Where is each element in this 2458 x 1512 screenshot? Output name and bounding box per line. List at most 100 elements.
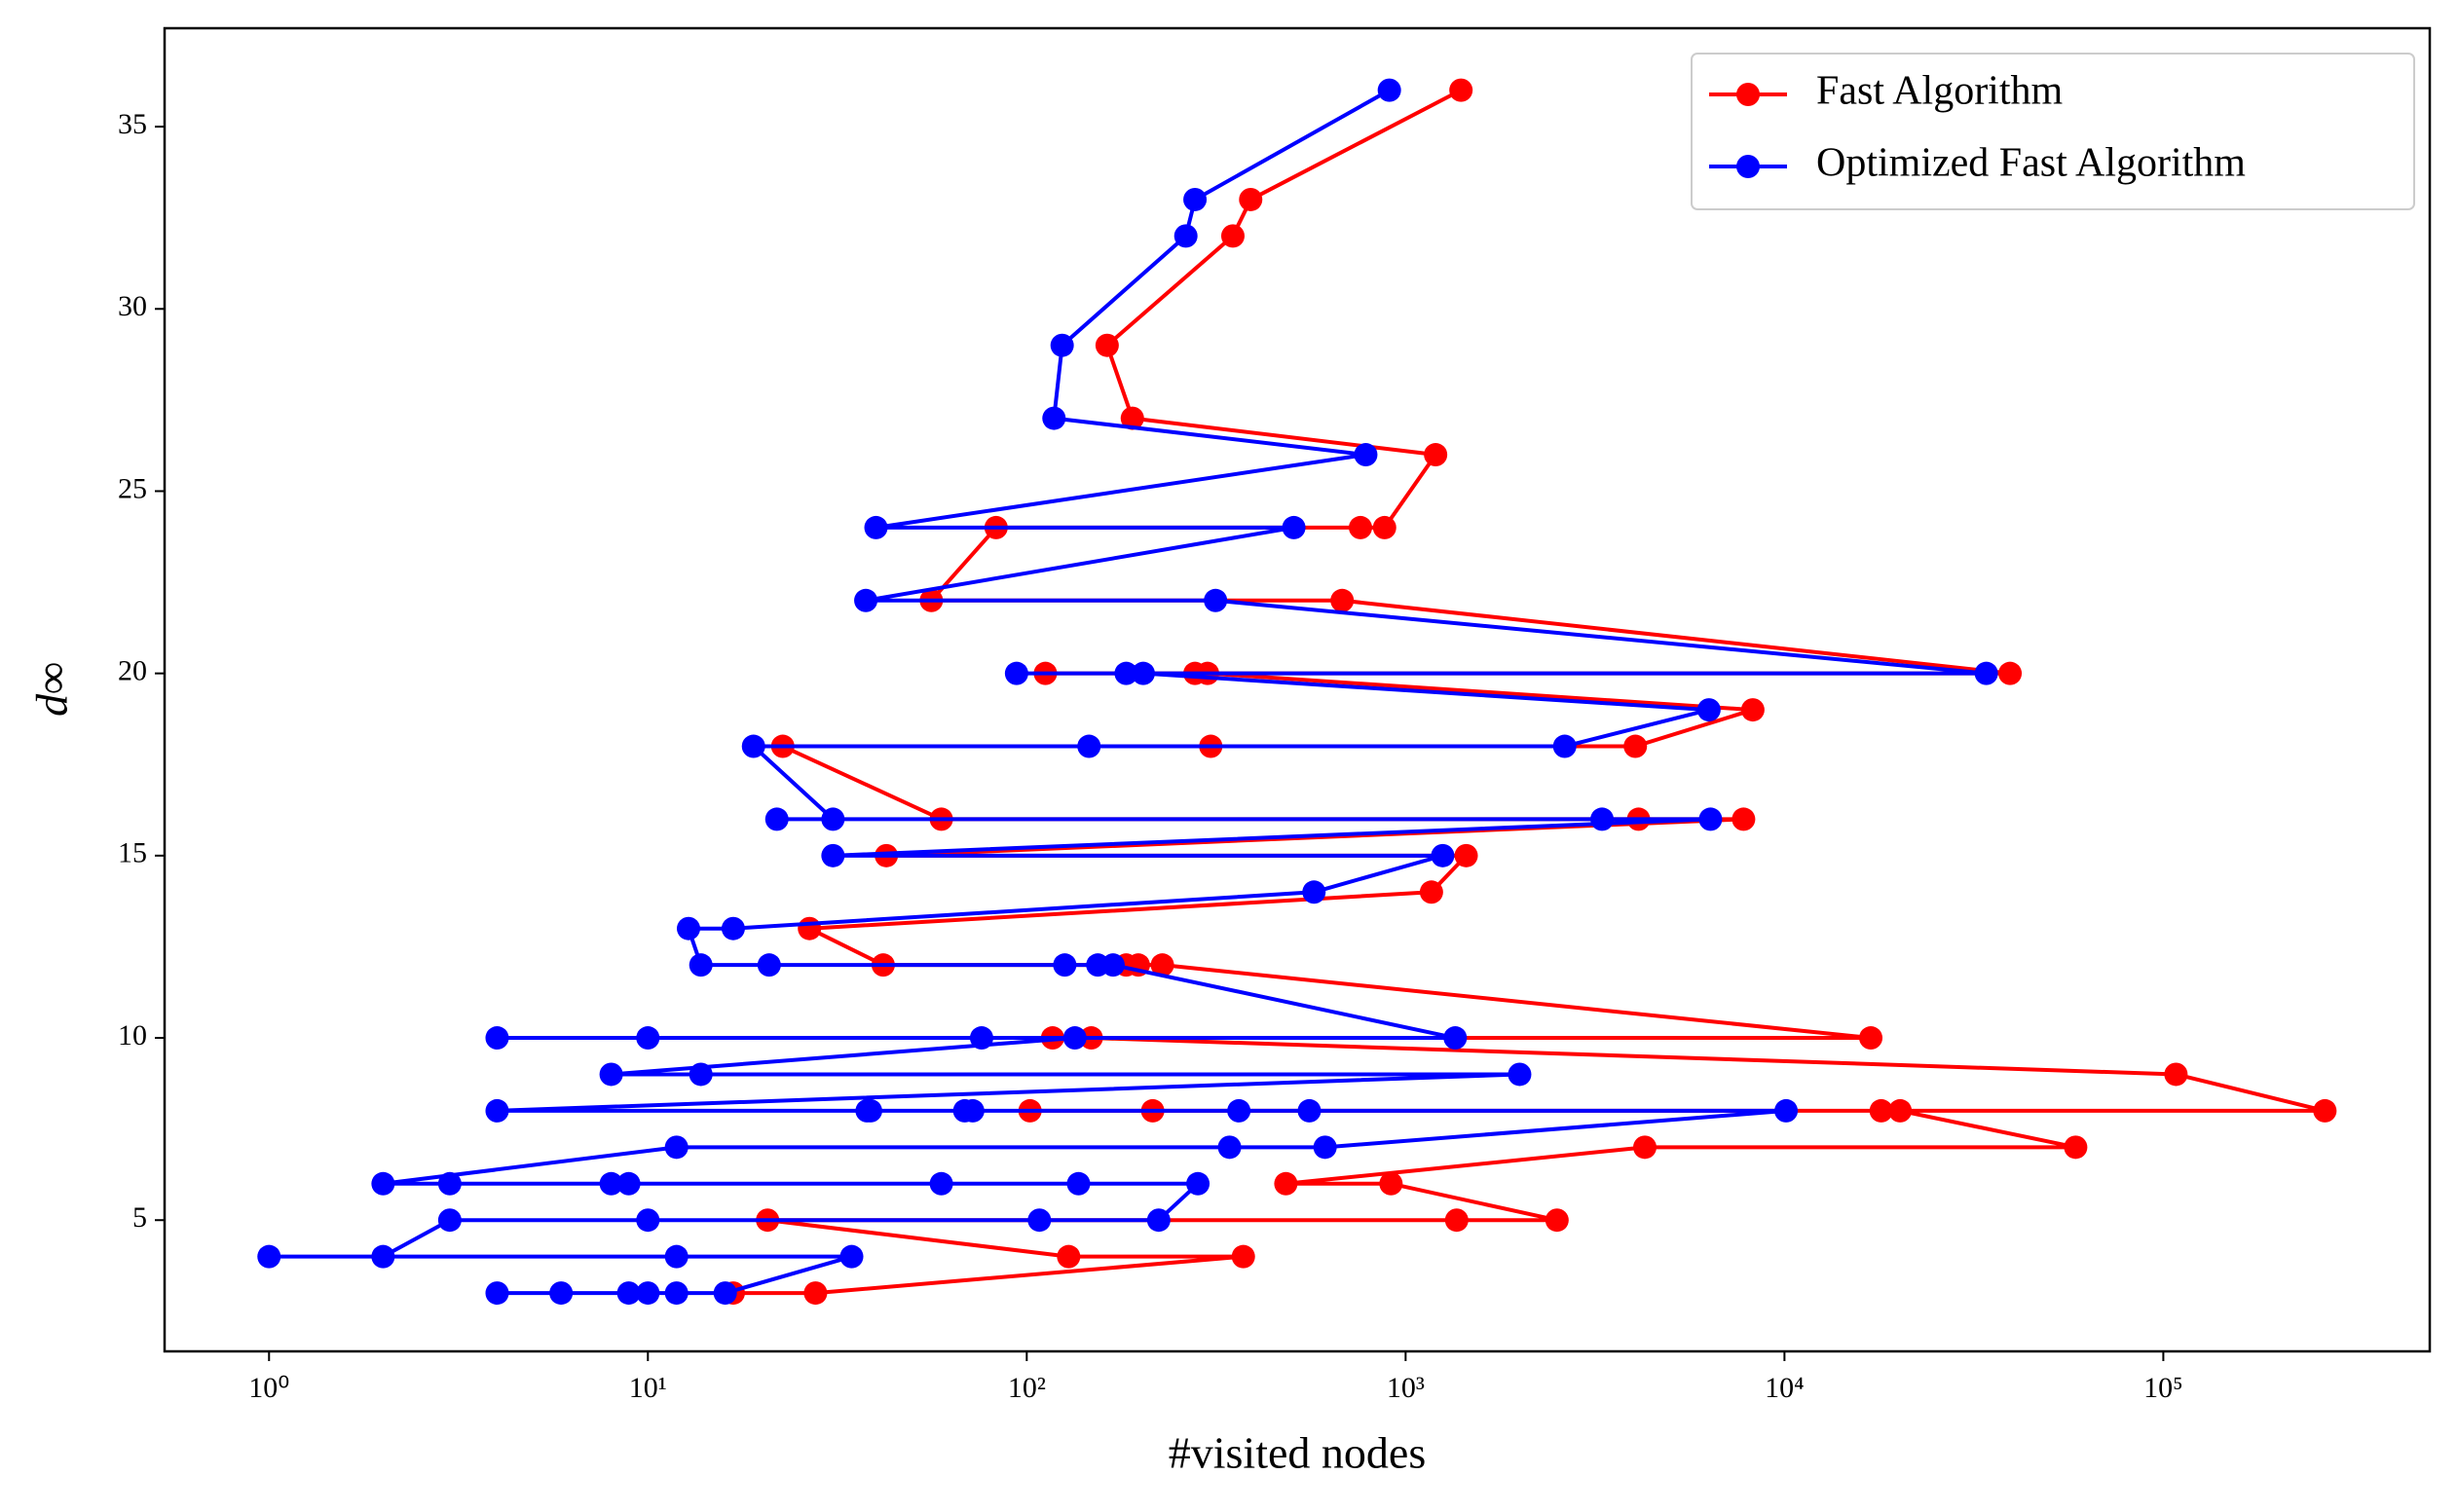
marker [485, 1026, 509, 1051]
marker [1732, 807, 1756, 831]
marker [485, 1098, 509, 1123]
legend-marker [1736, 83, 1760, 106]
marker [636, 1026, 660, 1051]
marker [757, 953, 781, 977]
marker [1146, 1208, 1171, 1233]
marker [1424, 443, 1448, 467]
marker [1431, 843, 1455, 867]
marker [664, 1244, 689, 1269]
marker [689, 1062, 713, 1087]
y-tick-label: 5 [132, 1201, 147, 1234]
marker [1231, 1244, 1255, 1269]
marker [599, 1171, 623, 1196]
marker [1042, 406, 1066, 430]
marker [1869, 1098, 1893, 1123]
x-tick-label: 10⁰ [248, 1372, 289, 1404]
marker [821, 843, 845, 867]
marker [437, 1171, 462, 1196]
marker [1740, 698, 1765, 722]
marker [854, 588, 878, 612]
marker [1239, 187, 1263, 211]
y-axis-label: d∞ [27, 662, 77, 717]
marker [839, 1244, 864, 1269]
marker [1077, 734, 1101, 758]
marker [1050, 333, 1074, 357]
marker [858, 1098, 882, 1123]
marker [864, 515, 888, 539]
marker [1330, 588, 1355, 612]
marker [1419, 880, 1443, 904]
legend-box [1691, 53, 2415, 210]
marker [960, 1098, 985, 1123]
marker [1974, 661, 1998, 685]
marker [636, 1281, 660, 1306]
marker [1590, 807, 1615, 831]
y-tick-label: 35 [118, 108, 147, 140]
x-tick-label: 10⁵ [2143, 1372, 2182, 1404]
marker [1173, 224, 1198, 248]
marker [1508, 1062, 1532, 1087]
marker [1204, 588, 1228, 612]
marker [664, 1135, 689, 1160]
marker [1449, 78, 1473, 102]
marker [1120, 406, 1144, 430]
marker [599, 1062, 623, 1087]
marker [1698, 807, 1723, 831]
marker [437, 1208, 462, 1233]
marker [721, 916, 745, 940]
y-tick-label: 30 [118, 290, 147, 322]
y-tick-label: 20 [118, 655, 147, 687]
marker [1313, 1135, 1337, 1160]
marker [1095, 333, 1119, 357]
marker [1282, 515, 1306, 539]
marker [1888, 1098, 1913, 1123]
y-tick-label: 15 [118, 837, 147, 869]
marker [1227, 1098, 1251, 1123]
marker [1859, 1026, 1883, 1051]
marker [1297, 1098, 1322, 1123]
marker [821, 807, 845, 831]
marker [689, 953, 713, 977]
marker [549, 1281, 574, 1306]
marker [1131, 661, 1155, 685]
plot-frame [163, 26, 2432, 1353]
marker [1377, 78, 1401, 102]
marker [676, 916, 700, 940]
marker [1354, 443, 1378, 467]
legend-label: Optimized Fast Algorithm [1816, 141, 2246, 186]
marker [798, 916, 822, 940]
marker [764, 807, 789, 831]
marker [1379, 1171, 1403, 1196]
x-tick-label: 10³ [1387, 1372, 1425, 1404]
series-line [267, 88, 1989, 1296]
marker [636, 1208, 660, 1233]
series-line [732, 88, 2328, 1296]
marker [1062, 1026, 1087, 1051]
legend-marker [1736, 155, 1760, 178]
marker [1220, 224, 1245, 248]
marker [1217, 1135, 1242, 1160]
marker [1057, 1244, 1081, 1269]
marker [371, 1244, 395, 1269]
marker [616, 1281, 641, 1306]
x-axis-label: #visited nodes [1169, 1428, 1426, 1478]
marker [803, 1281, 828, 1306]
marker [257, 1244, 281, 1269]
marker [1545, 1208, 1569, 1233]
marker [1066, 1171, 1091, 1196]
marker [664, 1281, 689, 1306]
marker [371, 1171, 395, 1196]
marker [1150, 953, 1174, 977]
marker [1696, 698, 1721, 722]
y-tick-label: 10 [118, 1019, 147, 1051]
x-tick-label: 10² [1008, 1372, 1046, 1404]
marker [1443, 1026, 1468, 1051]
x-tick-label: 10¹ [629, 1372, 667, 1404]
y-tick-label: 25 [118, 472, 147, 504]
marker [616, 1171, 641, 1196]
x-tick-label: 10⁴ [1765, 1372, 1804, 1404]
marker [741, 734, 765, 758]
marker [1302, 880, 1326, 904]
marker [1444, 1208, 1469, 1233]
